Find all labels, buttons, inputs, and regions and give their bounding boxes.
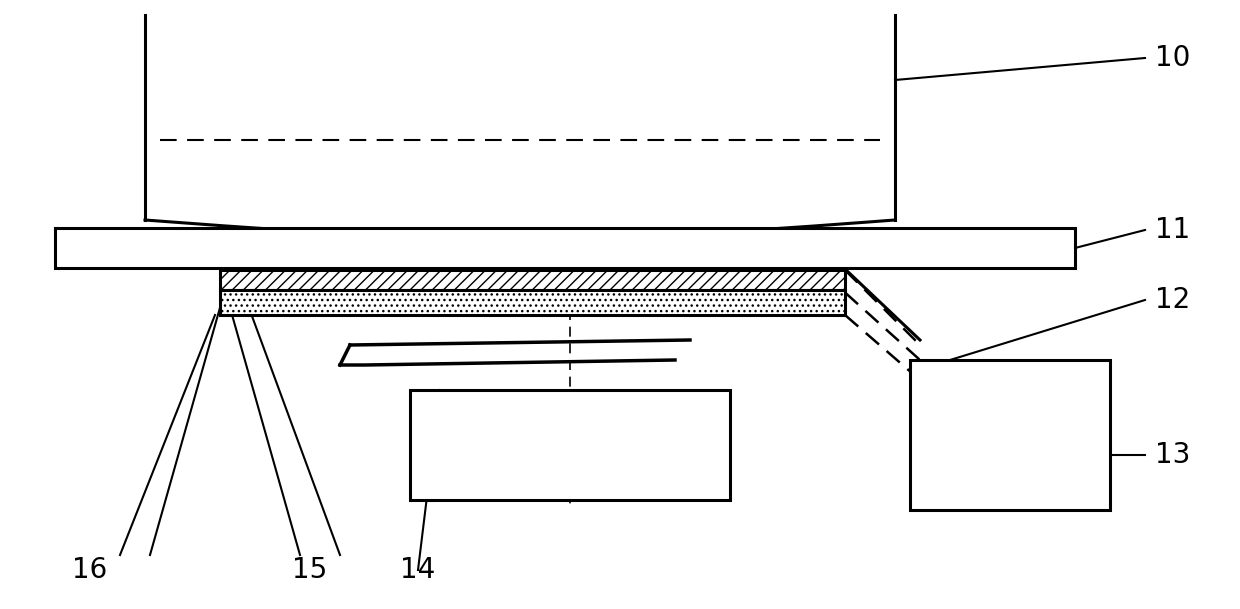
- Text: 10: 10: [1154, 44, 1190, 72]
- Text: 16: 16: [72, 556, 108, 584]
- Bar: [219, 270, 844, 290]
- Text: 13: 13: [1154, 441, 1190, 469]
- Bar: [219, 290, 844, 315]
- Bar: [910, 360, 1110, 510]
- Bar: [55, 228, 1075, 268]
- Text: 11: 11: [1154, 216, 1190, 244]
- Text: 12: 12: [1154, 286, 1190, 314]
- Text: 14: 14: [401, 556, 435, 584]
- Bar: [410, 390, 730, 500]
- Text: 15: 15: [293, 556, 327, 584]
